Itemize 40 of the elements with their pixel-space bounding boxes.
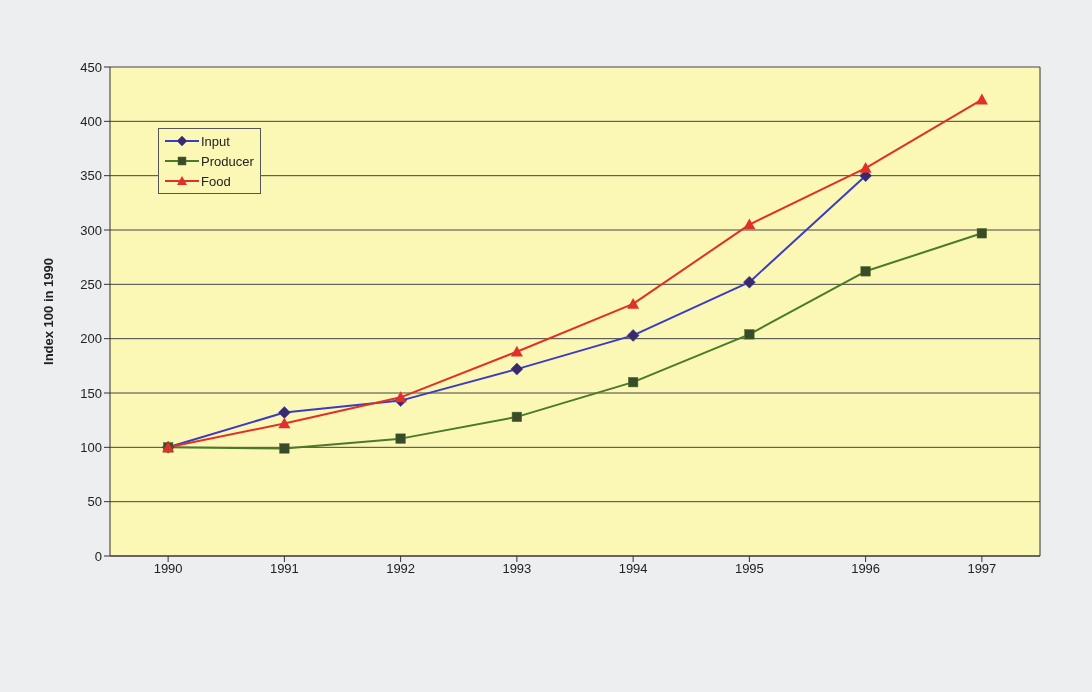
x-tick-label: 1994: [618, 561, 648, 577]
point: [628, 377, 639, 388]
point: [626, 329, 640, 342]
legend-label: Producer: [201, 153, 254, 169]
y-tick-label: 300: [80, 222, 102, 238]
y-tick-label: 400: [80, 113, 102, 129]
point: [975, 93, 988, 105]
point: [859, 162, 872, 173]
point: [976, 228, 987, 239]
point: [395, 433, 406, 444]
y-tick-label: 0: [94, 548, 102, 564]
point: [510, 362, 524, 376]
point: [510, 345, 523, 357]
point: [279, 443, 290, 454]
point: [744, 329, 755, 340]
y-tick-label: 150: [80, 385, 102, 401]
x-tick-label: 1991: [269, 561, 299, 577]
point: [860, 266, 871, 277]
y-axis-title: Index 100 in 1990: [40, 258, 56, 365]
legend-label: Input: [201, 133, 230, 149]
x-tick-label: 1992: [386, 561, 416, 577]
point: [743, 218, 756, 230]
point: [278, 417, 291, 429]
x-tick-label: 1997: [967, 561, 997, 577]
y-tick-label: 50: [87, 494, 102, 510]
y-tick-label: 450: [80, 59, 102, 75]
x-tick-label: 1995: [734, 561, 764, 577]
y-tick-label: 200: [80, 331, 102, 347]
legend-label: Food: [201, 173, 231, 189]
x-tick-label: 1990: [153, 561, 183, 577]
point: [394, 391, 407, 403]
point: [743, 275, 756, 289]
point: [511, 411, 522, 422]
point: [278, 406, 291, 419]
y-tick-label: 100: [80, 439, 102, 455]
point: [627, 297, 640, 309]
x-tick-label: 1993: [502, 561, 532, 577]
y-tick-label: 250: [80, 276, 102, 292]
x-tick-label: 1996: [851, 561, 881, 577]
y-tick-label: 350: [80, 168, 102, 184]
